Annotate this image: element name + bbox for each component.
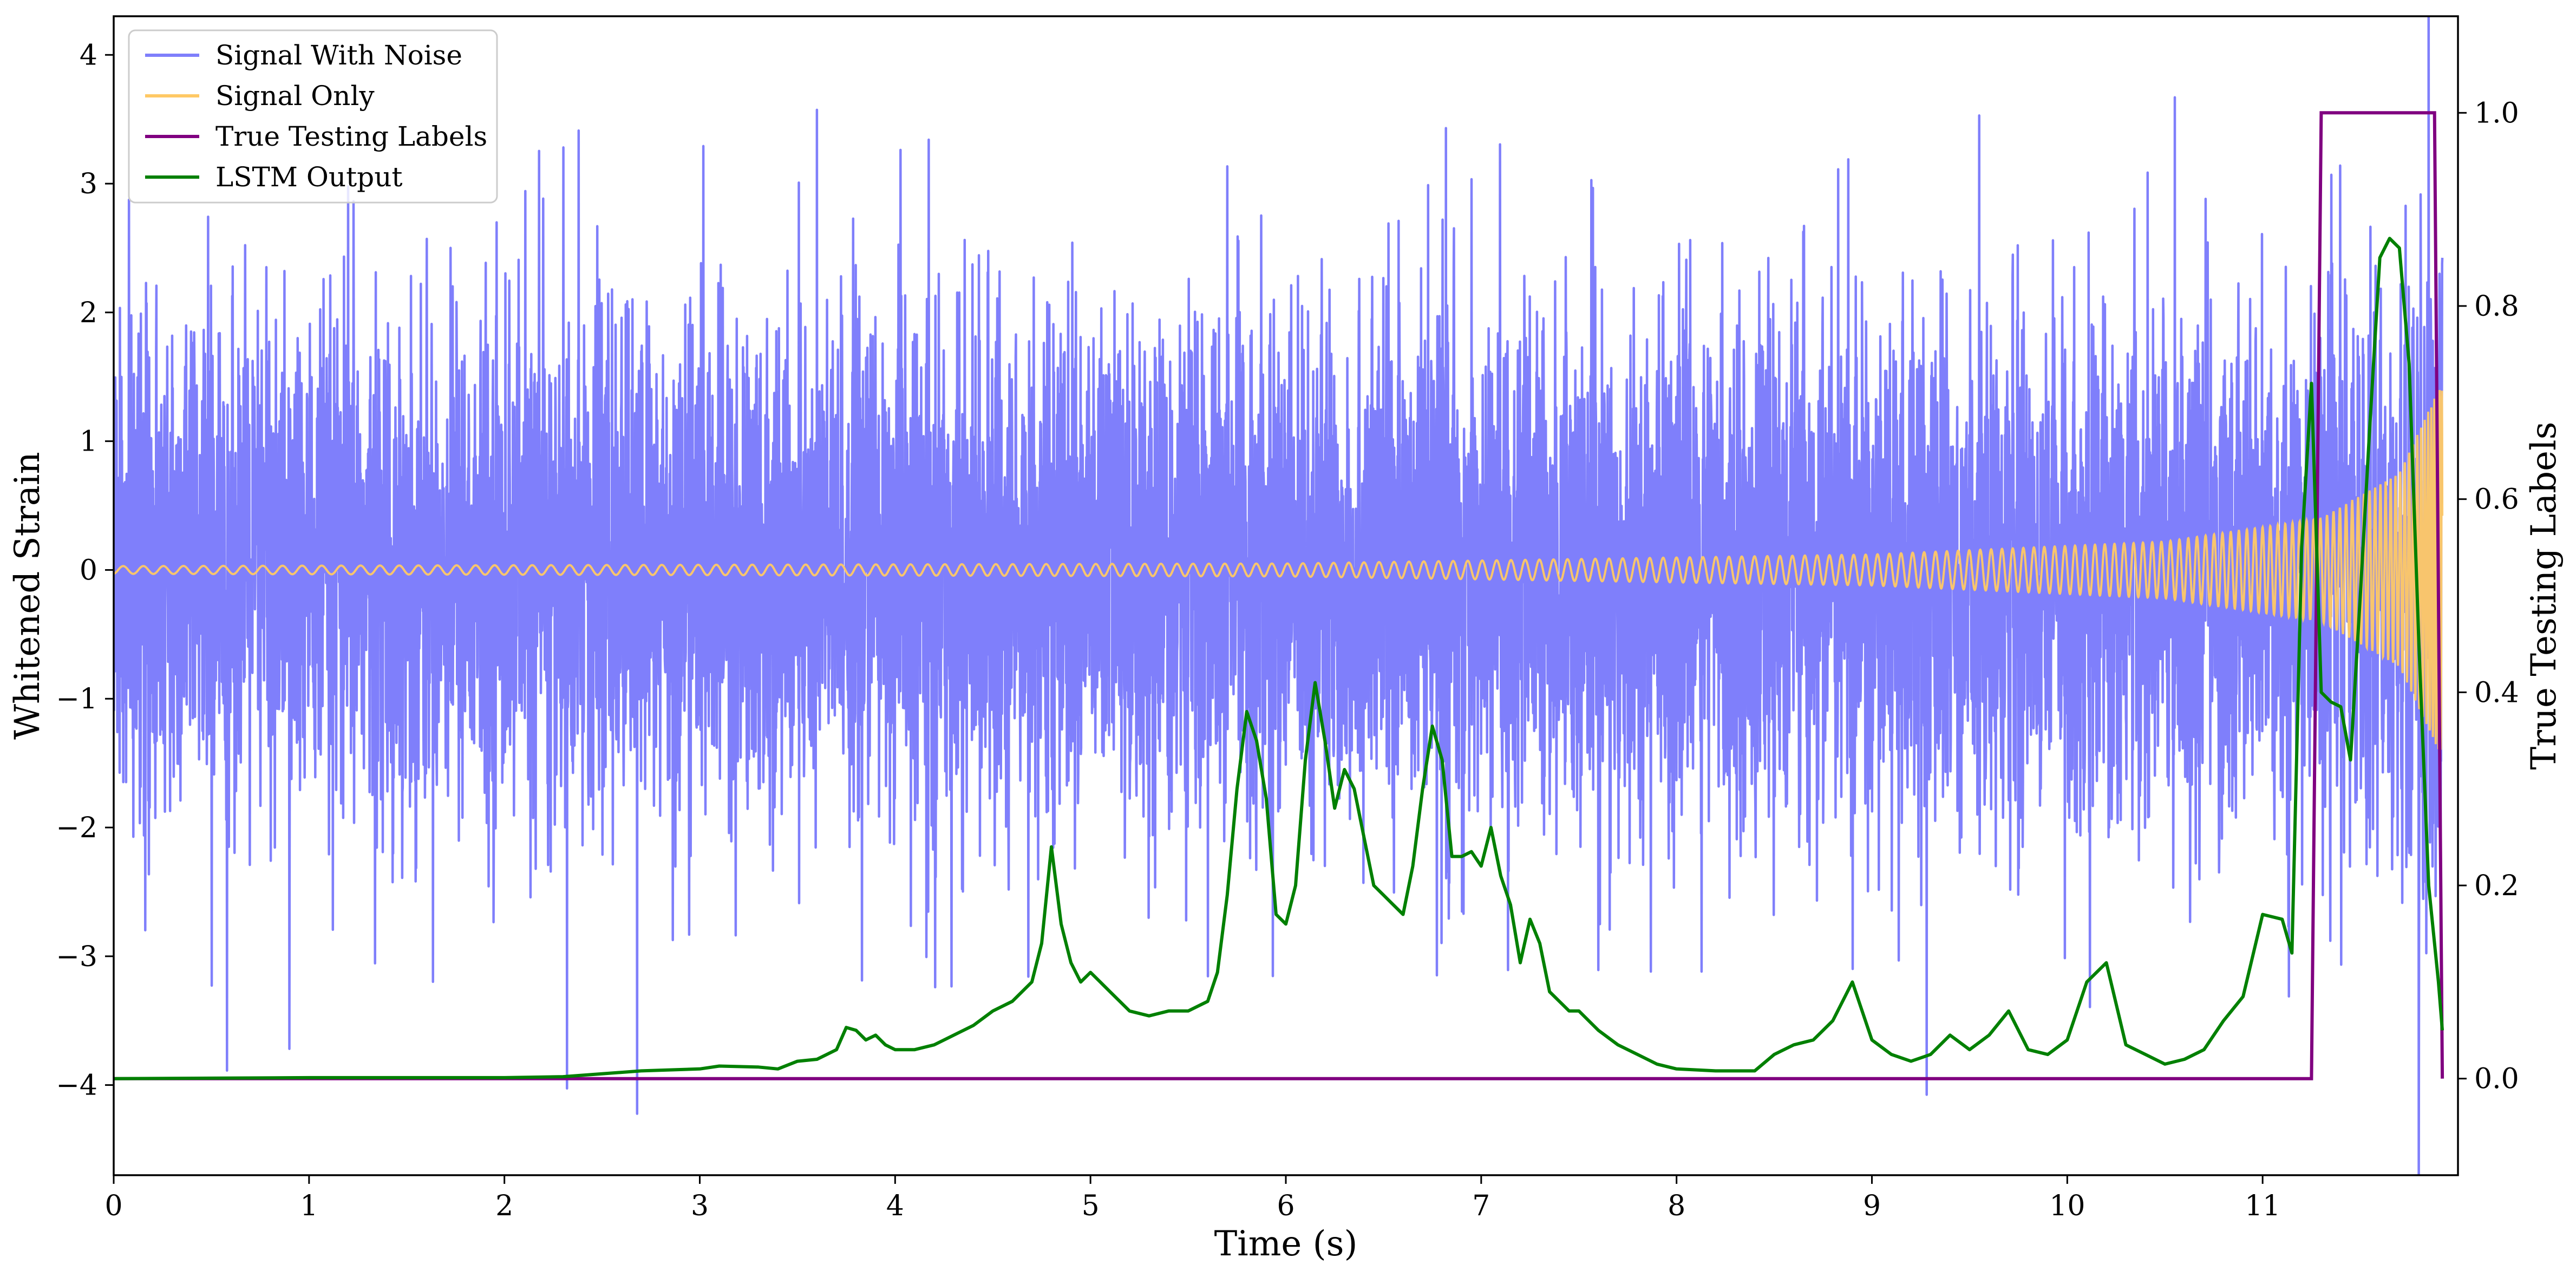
- x-tick-label: 1: [300, 1190, 318, 1222]
- x-tick-label: 6: [1277, 1190, 1294, 1222]
- x-tick-label: 7: [1472, 1190, 1490, 1222]
- legend-label: True Testing Labels: [215, 121, 487, 152]
- y-tick-label: 2: [80, 297, 97, 329]
- signal-with-noise-line: [114, 16, 2444, 1175]
- lstm-output-series: [114, 237, 2444, 1080]
- legend: Signal With Noise Signal Only True Testing…: [128, 29, 498, 204]
- x-tick-label: 11: [2245, 1190, 2280, 1222]
- axes: 0 1 2 3 4 5 6 7 8 9 10 11 −4 −3 −2 −1 0 1 2 3 4 0.0 0.2 0.4 0.6 0…: [8, 15, 2564, 1264]
- x-tick-label: 10: [2049, 1190, 2085, 1222]
- y2-tick-label: 1.0: [2474, 97, 2519, 129]
- y2-tick-label: 0.2: [2474, 870, 2519, 902]
- legend-label: Signal Only: [215, 80, 375, 112]
- y-tick-label: −3: [56, 941, 97, 973]
- y2-tick-label: 0.8: [2474, 290, 2519, 323]
- x-tick-label: 2: [495, 1190, 513, 1222]
- y2-tick-label: 0.0: [2474, 1063, 2519, 1096]
- true-testing-labels-series: [114, 111, 2444, 1080]
- legend-box: [128, 29, 498, 204]
- y-tick-label: −1: [56, 683, 97, 715]
- legend-label: LSTM Output: [215, 161, 402, 193]
- y2-tick-label: 0.6: [2474, 484, 2519, 516]
- signal-with-noise-series: [114, 16, 2444, 1175]
- signal-only-series: [114, 390, 2444, 750]
- signal-only-line: [114, 390, 2444, 750]
- x-tick-label: 4: [886, 1190, 904, 1222]
- y-tick-label: 0: [80, 554, 97, 587]
- x-tick-label: 3: [691, 1190, 709, 1222]
- y-tick-label: 3: [80, 168, 97, 200]
- y-tick-label: −4: [56, 1070, 97, 1102]
- x-tick-label: 8: [1668, 1190, 1685, 1222]
- y-tick-label: 1: [80, 426, 97, 458]
- y2-tick-label: 0.4: [2474, 676, 2519, 709]
- y-axis-label: Whitened Strain: [8, 452, 48, 739]
- y-tick-label: −2: [56, 812, 97, 844]
- x-tick-label: 9: [1863, 1190, 1881, 1222]
- y-tick-label: 4: [80, 39, 97, 71]
- legend-label: Signal With Noise: [215, 40, 462, 71]
- y2-axis-label: True Testing Labels: [2524, 422, 2564, 770]
- x-tick-label: 0: [104, 1190, 122, 1222]
- true-testing-labels-line: [114, 111, 2444, 1080]
- lstm-output-line: [114, 237, 2444, 1080]
- x-axis-label: Time (s): [1214, 1224, 1358, 1264]
- x-tick-label: 5: [1082, 1190, 1100, 1222]
